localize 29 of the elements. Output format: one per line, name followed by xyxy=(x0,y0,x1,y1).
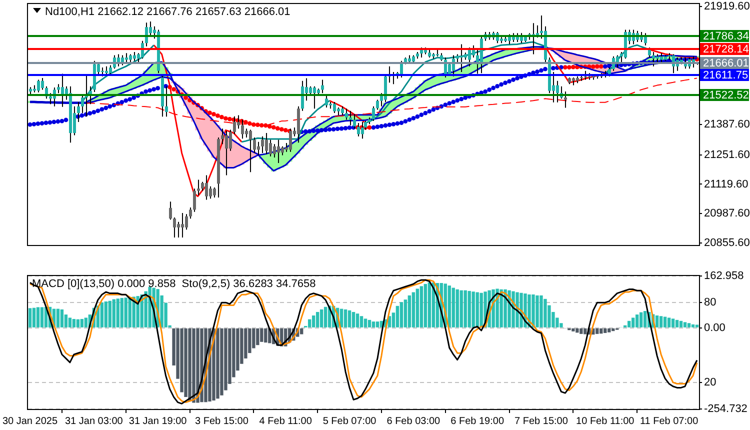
y-tick-label: 162.958 xyxy=(704,270,744,282)
x-tick-label: 5 Feb 07:00 xyxy=(322,416,377,427)
x-tick-label: 4 Feb 11:00 xyxy=(259,416,312,427)
y-tick-label: 21119.60 xyxy=(704,178,748,190)
y2-tick-label: 20 xyxy=(704,376,716,388)
chart-title: Nd100,H1 21662.12 21667.76 21657.63 21666.01 xyxy=(45,6,290,18)
ref-line-label: 21728.14 xyxy=(703,44,749,56)
y-tick-label: 21919.60 xyxy=(704,0,750,13)
x-tick-label: 30 Jan 2025 xyxy=(2,416,58,427)
ref-line-label: 21666.01 xyxy=(703,58,749,70)
y-tick-label: 20855.60 xyxy=(704,236,750,249)
x-tick-label: 3 Feb 15:00 xyxy=(195,416,249,427)
y-tick-label: 0.00 xyxy=(704,322,726,334)
y-tick-label: 21251.60 xyxy=(704,148,750,161)
x-tick-label: 31 Jan 03:00 xyxy=(64,416,124,427)
ref-line-label: 21522.52 xyxy=(703,90,749,102)
x-tick-label: 11 Feb 07:00 xyxy=(640,416,699,427)
x-tick-label: 31 Jan 19:00 xyxy=(128,416,188,427)
x-tick-label: 10 Feb 11:00 xyxy=(576,416,635,427)
y-tick-label: 21387.60 xyxy=(704,118,750,131)
y2-tick-label: 80 xyxy=(704,296,716,309)
ref-line-label: 21611.75 xyxy=(703,70,748,82)
x-tick-label: 6 Feb 19:00 xyxy=(450,416,504,427)
x-tick-label: 6 Feb 03:00 xyxy=(386,416,441,427)
chart-title: MACD [0](13,50) 0.000 9.858 Sto(9,2,5) 36.6283 34.7658 xyxy=(32,278,316,290)
ref-line-label: 21786.34 xyxy=(703,30,749,43)
x-tick-label: 7 Feb 15:00 xyxy=(514,416,568,427)
y-tick-label: -254.732 xyxy=(704,403,748,416)
y-tick-label: 20987.60 xyxy=(704,208,750,220)
